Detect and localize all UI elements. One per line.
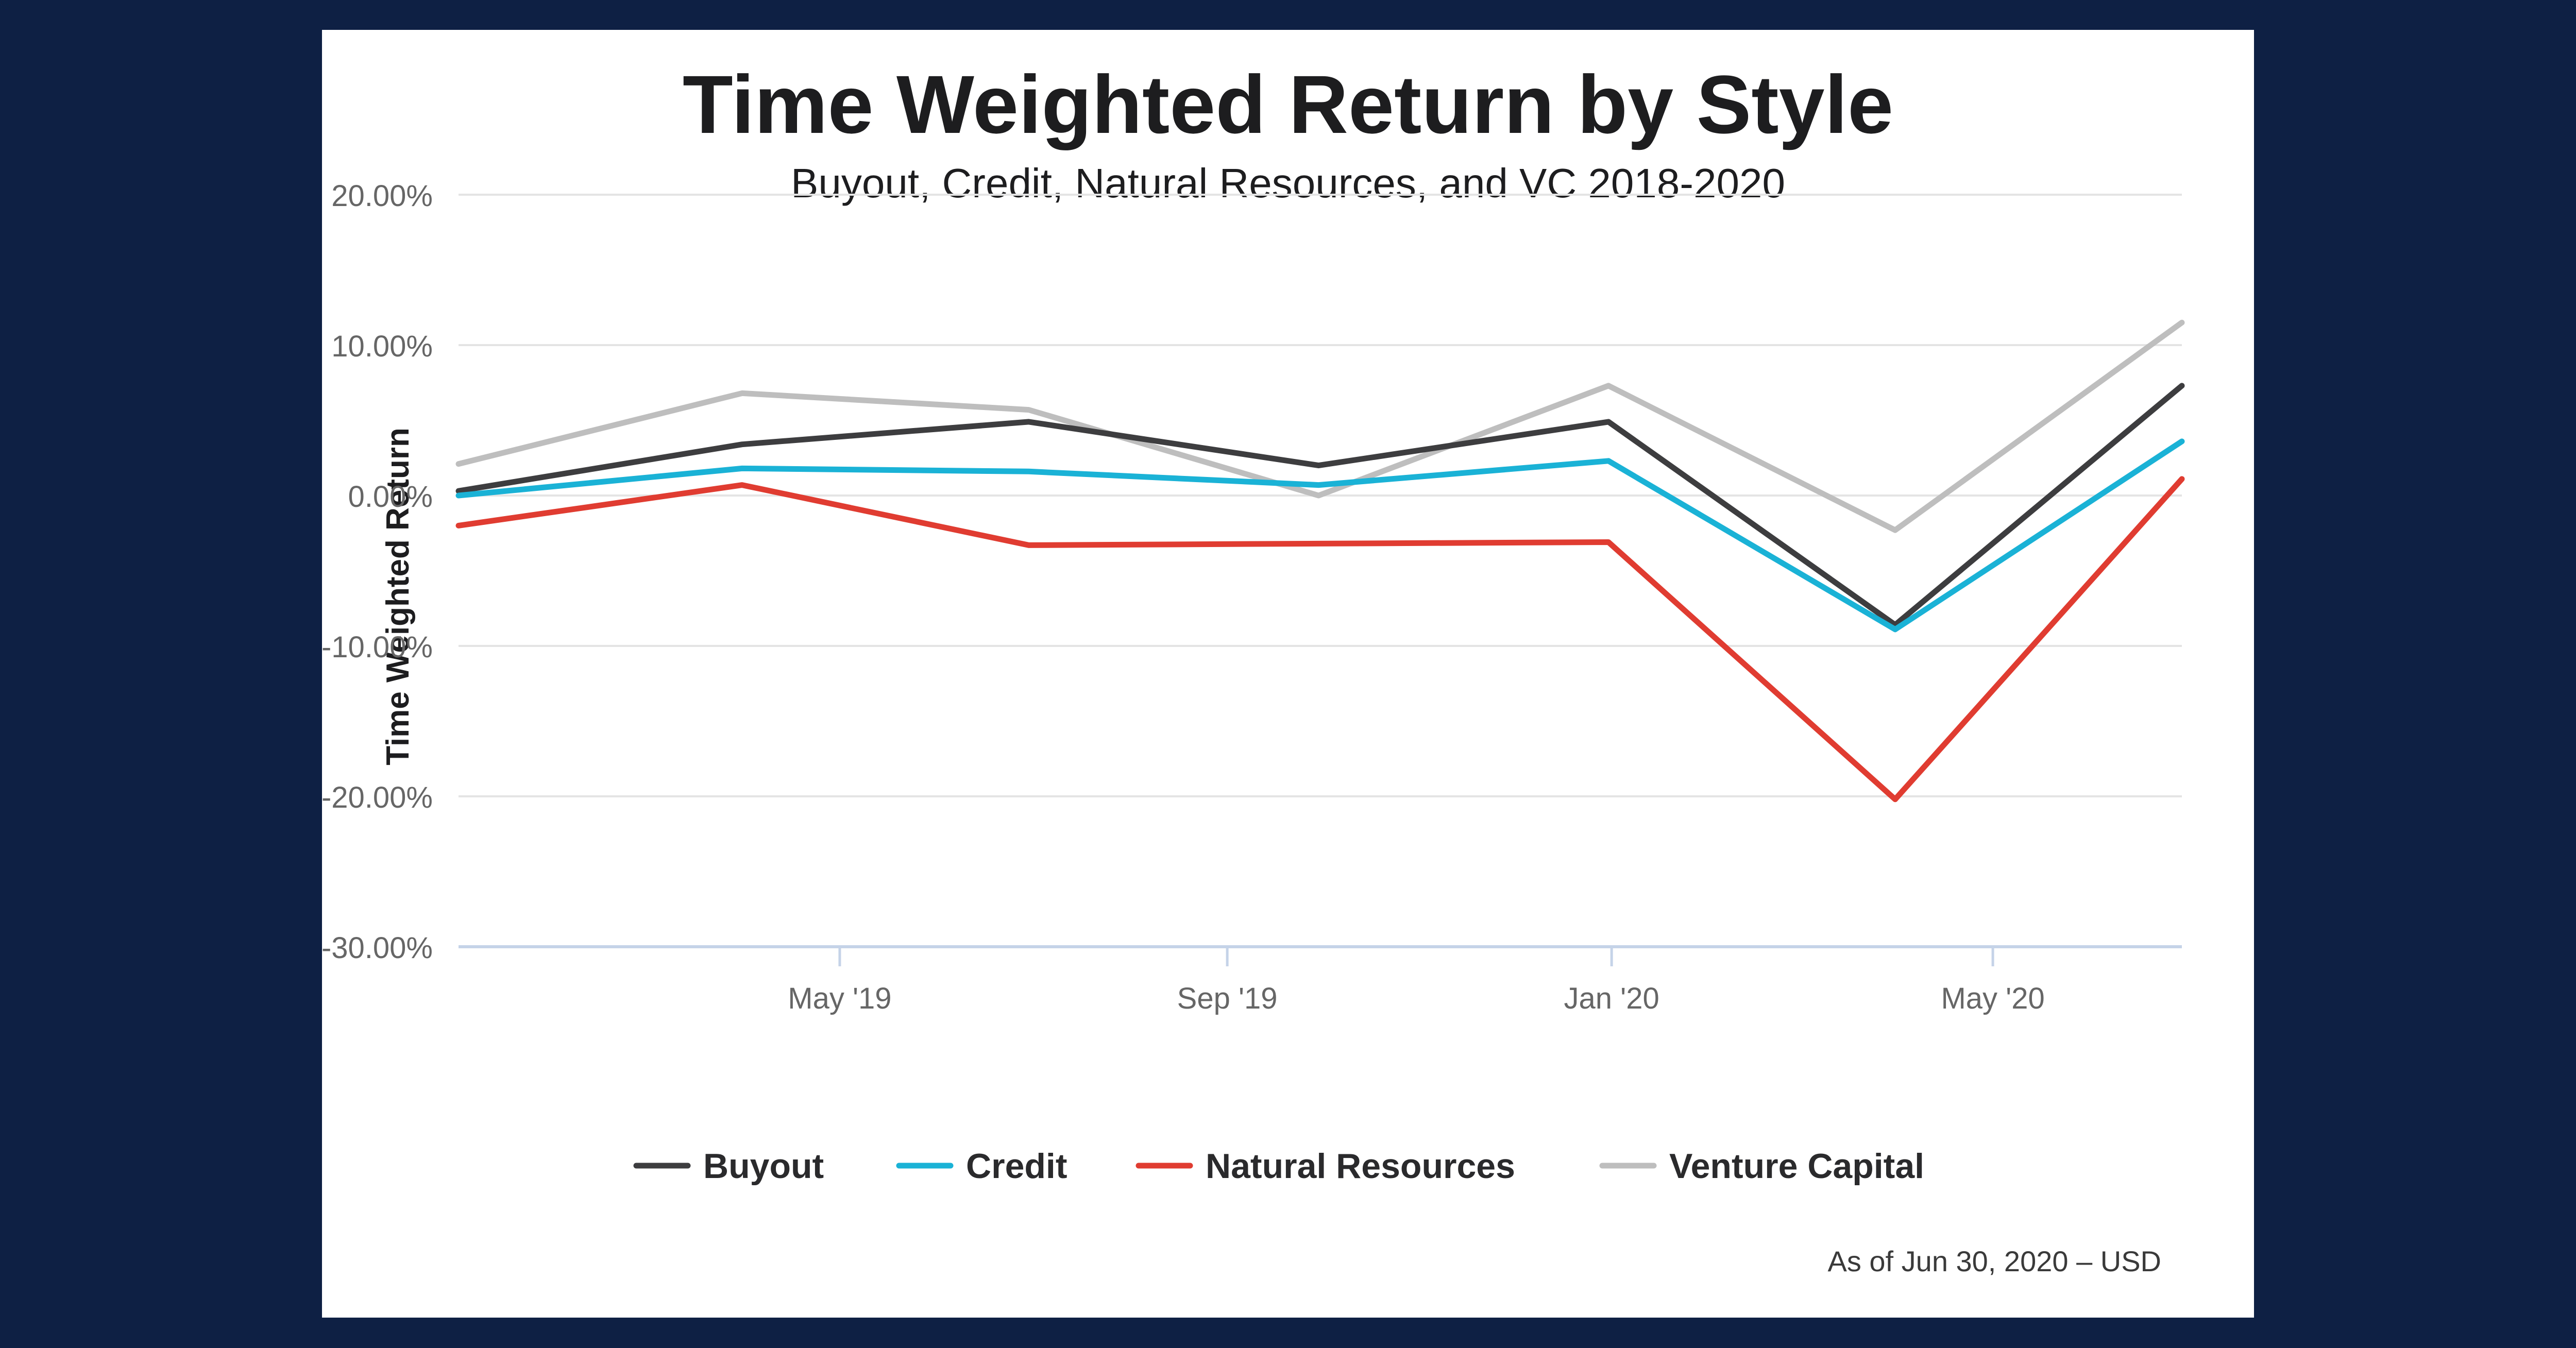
legend-item-buyout[interactable]: Buyout bbox=[633, 1147, 824, 1186]
grid bbox=[459, 194, 2182, 948]
legend-item-credit[interactable]: Credit bbox=[896, 1147, 1067, 1186]
series-line-buyout bbox=[455, 383, 2185, 628]
y-axis-label: Time Weighted Return bbox=[380, 428, 416, 765]
y-tick-label: -10.00% bbox=[322, 630, 433, 664]
chart-title: Time Weighted Return by Style bbox=[683, 58, 1893, 150]
legend-label: Credit bbox=[966, 1147, 1067, 1186]
y-tick-label: 20.00% bbox=[331, 179, 433, 213]
x-tick-label: Sep '19 bbox=[1177, 982, 1278, 1015]
y-axis: 20.00% 10.00% 0.00% -10.00% -20.00% -30.00% bbox=[322, 179, 433, 965]
footnote: As of Jun 30, 2020 – USD bbox=[1828, 1245, 2162, 1277]
series-line-venture-capital bbox=[455, 319, 2185, 533]
legend-label: Natural Resources bbox=[1206, 1147, 1515, 1186]
x-tick-label: Jan '20 bbox=[1564, 982, 1659, 1015]
legend-label: Venture Capital bbox=[1669, 1147, 1924, 1186]
y-tick-label: 10.00% bbox=[331, 330, 433, 363]
line-chart: Time Weighted Return by Style Buyout, Cr… bbox=[322, 58, 2185, 1277]
series-line-natural-resources bbox=[455, 476, 2185, 803]
y-tick-label: 0.00% bbox=[348, 480, 433, 514]
chart-card: Time Weighted Return by Style Buyout, Cr… bbox=[322, 30, 2254, 1318]
legend-item-natural-resources[interactable]: Natural Resources bbox=[1136, 1147, 1515, 1186]
legend-item-venture-capital[interactable]: Venture Capital bbox=[1599, 1147, 1924, 1186]
series-line-credit bbox=[455, 438, 2185, 633]
x-tick-label: May '19 bbox=[788, 982, 891, 1015]
x-tick-label: May '20 bbox=[1941, 982, 2044, 1015]
y-tick-label: -30.00% bbox=[322, 931, 433, 965]
legend: Buyout Credit Natural Resources Venture Cap… bbox=[633, 1147, 1924, 1186]
legend-label: Buyout bbox=[703, 1147, 824, 1186]
plot-area bbox=[455, 319, 2185, 803]
x-axis: May '19 Sep '19 Jan '20 May '20 bbox=[788, 947, 2045, 1015]
y-tick-label: -20.00% bbox=[322, 781, 433, 814]
chart-subtitle: Buyout, Credit, Natural Resources, and V… bbox=[791, 160, 1785, 206]
